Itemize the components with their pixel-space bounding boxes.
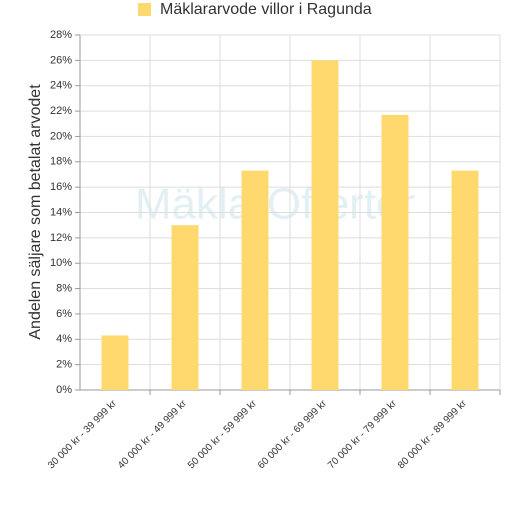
y-tick-label: 22% (50, 105, 72, 117)
y-tick-label: 24% (50, 80, 72, 92)
x-tick-label: 50 000 kr - 59 999 kr (186, 398, 260, 472)
legend-swatch (138, 3, 151, 16)
x-tick-label: 40 000 kr - 49 999 kr (116, 398, 190, 472)
bar (241, 170, 269, 390)
y-tick-label: 28% (50, 29, 72, 41)
y-tick-label: 18% (50, 156, 72, 168)
y-tick-label: 8% (56, 282, 72, 294)
bar (381, 114, 409, 390)
y-tick-label: 12% (50, 232, 72, 244)
y-tick-label: 14% (50, 206, 72, 218)
bar (171, 225, 199, 390)
bar (451, 170, 479, 390)
y-tick-label: 6% (56, 308, 72, 320)
bar (311, 60, 339, 390)
y-tick-label: 2% (56, 359, 72, 371)
y-tick-label: 20% (50, 130, 72, 142)
legend-label[interactable]: Mäklararvode villor i Ragunda (160, 1, 372, 18)
y-tick-label: 26% (50, 54, 72, 66)
y-tick-label: 10% (50, 257, 72, 269)
y-tick-label: 4% (56, 333, 72, 345)
x-tick-label: 80 000 kr - 89 999 kr (396, 398, 470, 472)
y-tick-label: 16% (50, 181, 72, 193)
y-tick-label: 0% (56, 384, 72, 396)
y-axis-label: Andelen säljare som betalat arvodet (27, 84, 44, 340)
x-tick-label: 60 000 kr - 69 999 kr (256, 398, 330, 472)
x-tick-label: 70 000 kr - 79 999 kr (326, 398, 400, 472)
watermark: MäklarOfferter (135, 180, 415, 229)
bar (101, 335, 129, 390)
x-tick-label: 30 000 kr - 39 999 kr (46, 398, 120, 472)
